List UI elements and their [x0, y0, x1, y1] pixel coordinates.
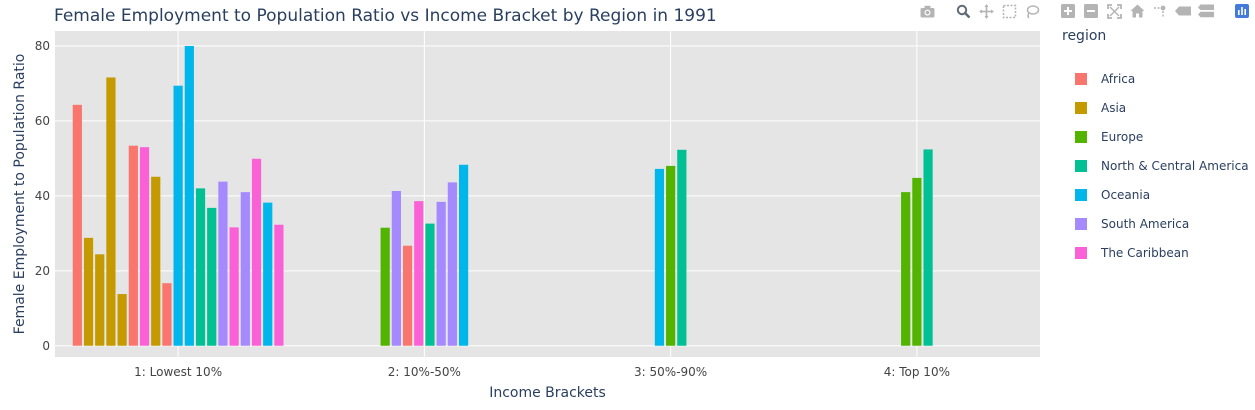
bar-europe[interactable] [380, 227, 390, 346]
bar-north-central-america[interactable] [425, 223, 435, 346]
legend-swatch[interactable] [1075, 247, 1087, 259]
legend-swatch[interactable] [1075, 218, 1087, 230]
bar-africa[interactable] [162, 283, 172, 346]
box-select-icon[interactable] [1000, 2, 1018, 20]
x-tick-label: 3: 50%-90% [634, 365, 707, 379]
bar-south-america[interactable] [391, 191, 401, 346]
autoscale-icon[interactable] [1105, 2, 1123, 20]
spike-lines-icon[interactable] [1151, 2, 1169, 20]
x-tick-label: 2: 10%-50% [388, 365, 461, 379]
camera-icon[interactable] [918, 2, 936, 20]
bar-the-caribbean[interactable] [274, 224, 284, 346]
axis-layer: 0 20 40 60 80 1: Lowest 10% 2: 10%-50% 3: 50%-9… [35, 39, 950, 379]
bar-asia[interactable] [151, 176, 161, 346]
legend-label[interactable]: Oceania [1101, 188, 1150, 202]
hover-compare-icon[interactable] [1197, 2, 1215, 20]
bar-oceania[interactable] [654, 168, 665, 346]
bar-south-america[interactable] [240, 192, 250, 346]
bar-the-caribbean[interactable] [229, 227, 239, 346]
y-tick-label: 80 [35, 39, 50, 53]
bar-europe[interactable] [901, 192, 911, 346]
bar-europe[interactable] [666, 165, 676, 346]
chart-title: Female Employment to Population Ratio vs… [54, 6, 717, 26]
bar-north-central-america[interactable] [923, 149, 933, 346]
bar-asia[interactable] [117, 294, 127, 346]
x-tick-label: 4: Top 10% [884, 365, 950, 379]
lasso-select-icon[interactable] [1023, 2, 1041, 20]
bar-the-caribbean[interactable] [251, 158, 262, 346]
y-tick-label: 0 [42, 339, 50, 353]
zoom-in-icon[interactable] [1059, 2, 1077, 20]
bar-layer [72, 45, 933, 346]
legend-label[interactable]: South America [1101, 217, 1189, 231]
legend-swatch[interactable] [1075, 73, 1087, 85]
bar-africa[interactable] [402, 245, 413, 346]
bar-north-central-america[interactable] [207, 207, 217, 346]
legend-title: region [1062, 28, 1106, 44]
bar-south-america[interactable] [447, 182, 457, 346]
reset-axes-icon[interactable] [1128, 2, 1146, 20]
modebar [918, 2, 1251, 20]
y-tick-label: 60 [35, 114, 50, 128]
bar-asia[interactable] [83, 237, 94, 346]
legend-label[interactable]: North & Central America [1101, 159, 1249, 173]
bar-oceania[interactable] [458, 164, 469, 346]
zoom-out-icon[interactable] [1082, 2, 1100, 20]
legend-label[interactable]: Africa [1101, 72, 1135, 86]
legend-label[interactable]: Asia [1101, 101, 1126, 115]
legend-label[interactable]: The Caribbean [1100, 246, 1189, 260]
bar-north-central-america[interactable] [195, 188, 206, 346]
bar-asia[interactable] [106, 77, 116, 346]
x-axis-title: Income Brackets [489, 385, 606, 401]
bar-north-central-america[interactable] [677, 149, 687, 346]
legend-label[interactable]: Europe [1101, 130, 1143, 144]
legend-swatch[interactable] [1075, 189, 1087, 201]
bar-south-america[interactable] [436, 201, 446, 346]
bar-the-caribbean[interactable] [139, 147, 150, 346]
legend: region Africa Asia Europe North & Central A… [1062, 28, 1249, 260]
x-tick-label: 1: Lowest 10% [134, 365, 222, 379]
bar-south-america[interactable] [218, 181, 228, 346]
y-tick-label: 40 [35, 189, 50, 203]
bar-oceania[interactable] [184, 45, 194, 346]
legend-swatch[interactable] [1075, 131, 1087, 143]
legend-swatch[interactable] [1075, 102, 1087, 114]
y-axis-title: Female Employment to Population Ratio [12, 54, 28, 335]
bar-africa[interactable] [72, 104, 82, 346]
bar-europe[interactable] [912, 177, 922, 346]
hover-closest-icon[interactable] [1174, 2, 1192, 20]
bar-the-caribbean[interactable] [414, 201, 424, 346]
bar-asia[interactable] [95, 254, 105, 346]
legend-swatch[interactable] [1075, 160, 1087, 172]
bar-oceania[interactable] [173, 85, 183, 346]
y-tick-label: 20 [35, 264, 50, 278]
plotly-logo-icon[interactable] [1233, 2, 1251, 20]
zoom-icon[interactable] [954, 2, 972, 20]
pan-icon[interactable] [977, 2, 995, 20]
bar-africa[interactable] [128, 145, 138, 346]
bar-oceania[interactable] [263, 202, 273, 346]
